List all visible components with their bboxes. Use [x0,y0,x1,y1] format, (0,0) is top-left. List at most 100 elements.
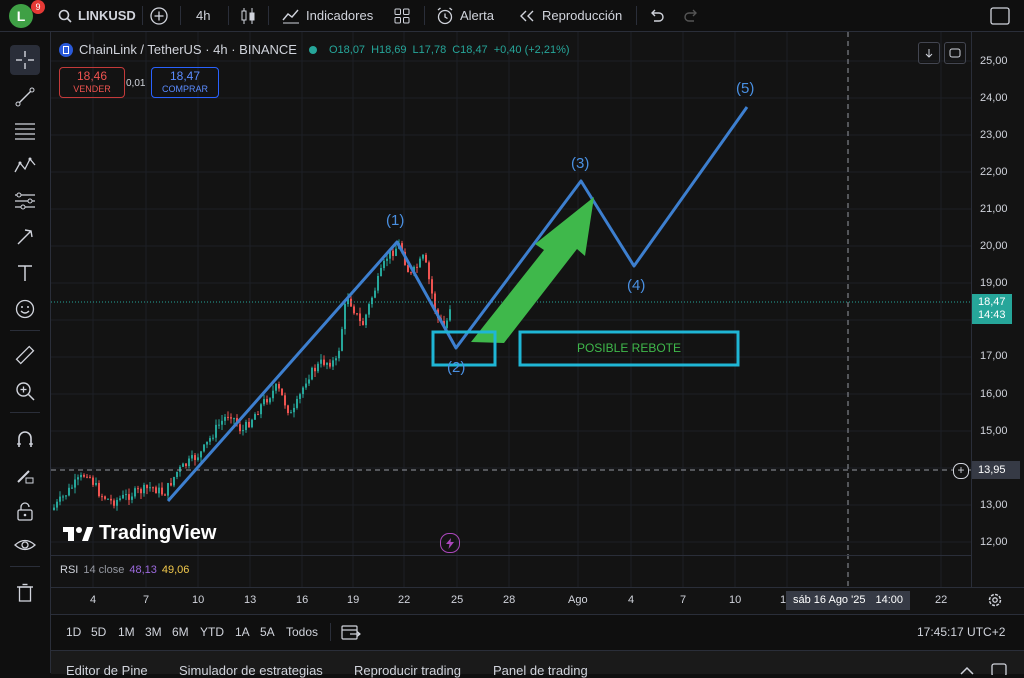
chart-pane[interactable]: (1) (2) (3) (4) (5) POSIBLE REBOTE Chain… [51,32,971,587]
range-all[interactable]: Todos [286,625,319,639]
notification-badge: 9 [31,0,45,14]
collapse-panel-button[interactable] [960,663,974,678]
scroll-to-latest-button[interactable] [918,42,940,64]
candle-body [149,487,151,489]
chart-settings-button[interactable] [987,592,1003,611]
price-label: 22,00 [980,166,1008,178]
price-label: 17,00 [980,350,1008,362]
tab-replay-trading[interactable]: Reproducir trading [354,663,461,678]
hide-tool[interactable] [10,530,40,560]
time-label: 22 [398,594,411,606]
time-label: 13 [244,594,257,606]
indicators-icon [282,9,299,23]
time-label: 25 [451,594,464,606]
symbol-label: LINKUSD [78,8,136,23]
interval-label: 4h [196,8,211,23]
ohlc-high: H18,69 [371,43,407,56]
range-1a[interactable]: 1A [235,625,250,639]
templates-button[interactable] [394,0,410,31]
stay-drawing-tool[interactable] [10,460,40,490]
symbol-search[interactable]: LINKUSD [58,0,136,31]
rsi-params: 14 close [83,564,125,576]
symbol-title[interactable]: ChainLink / TetherUS · 4h · BINANCE [79,42,297,57]
interval-button[interactable]: 4h [196,0,210,31]
buy-button[interactable]: 18,47 COMPRAR [151,67,219,98]
range-5a[interactable]: 5A [260,625,275,639]
time-axis[interactable]: 4 7 10 13 16 19 22 25 28 Ago 4 7 10 1 22… [51,587,1024,614]
maximize-panel-button[interactable] [991,663,1007,678]
candle-body [353,306,355,314]
crosshair-tool[interactable] [10,45,40,75]
candle-body [401,243,403,252]
undo-button[interactable] [648,0,664,31]
zoom-tool[interactable] [10,376,40,406]
range-5d[interactable]: 5D [91,625,107,639]
compare-button[interactable] [150,0,168,31]
time-label: 28 [503,594,516,606]
candle-body [356,313,358,315]
price-label: 13,00 [980,499,1008,511]
add-alert-plus-button[interactable]: + [953,463,969,479]
candle-body [128,494,130,500]
time-label: 4 [628,594,635,606]
range-1m[interactable]: 1M [118,625,135,639]
magnet-tool[interactable] [10,424,40,454]
tab-pine-editor[interactable]: Editor de Pine [66,663,148,678]
replay-label: Reproducción [542,8,623,23]
tab-trading-panel[interactable]: Panel de trading [493,663,588,678]
indicators-button[interactable]: Indicadores [282,0,373,31]
events-button[interactable] [440,533,460,553]
avatar[interactable]: L [9,4,33,28]
candle-body [257,414,259,416]
maximize-pane-button[interactable] [944,42,966,64]
candle-body [218,424,220,426]
candle-body [188,458,190,467]
trendline-tool[interactable] [10,82,40,112]
tab-strategy-tester[interactable]: Simulador de estrategias [179,663,323,678]
fib-tool[interactable] [10,116,40,146]
candle-body [374,290,376,298]
range-ytd[interactable]: YTD [200,625,224,639]
chart-type-button[interactable] [240,0,256,31]
candle-body [377,276,379,291]
sell-button[interactable]: 18,46 VENDER [59,67,125,98]
candle-body [104,496,106,499]
price-chart[interactable] [51,32,971,587]
clock-timezone[interactable]: 17:45:17 UTC+2 [917,625,1006,639]
delete-tool[interactable] [10,578,40,608]
candle-body [230,417,232,419]
pattern-tool[interactable] [10,150,40,180]
candle-body [392,250,394,256]
brush-tool[interactable] [10,222,40,252]
candle-body [380,268,382,277]
range-3m[interactable]: 3M [145,625,162,639]
layout-button[interactable] [990,0,1010,31]
goto-date-button[interactable] [341,623,361,644]
candle-body [263,399,265,405]
zoom-in-icon [16,382,35,401]
rsi-pane-divider[interactable] [51,555,971,556]
range-6m[interactable]: 6M [172,625,189,639]
last-price-value: 18,47 [978,296,1006,308]
price-axis[interactable]: 25,00 24,00 23,00 22,00 21,00 20,00 19,0… [953,32,1024,587]
smiley-icon [15,299,35,319]
lock-tool[interactable] [10,496,40,526]
text-tool[interactable] [10,258,40,288]
crosshair-price-value: 13,95 [978,464,1006,476]
emoji-tool[interactable] [10,294,40,324]
candle-body [56,501,58,508]
range-1d[interactable]: 1D [66,625,82,639]
top-toolbar: L 9 LINKUSD 4h Indicadores Alerta Reprod… [0,0,1024,32]
candle-body [194,455,196,460]
last-price-tag: 18,47 14:43 [972,294,1012,324]
replay-button[interactable]: Reproducción [518,0,622,31]
candle-body [200,451,202,458]
candle-body [182,463,184,467]
alert-button[interactable]: Alerta [436,0,494,31]
forecast-tool[interactable] [10,186,40,216]
lightning-icon [446,537,454,549]
redo-button[interactable] [684,0,700,31]
time-label: 10 [192,594,205,606]
measure-tool[interactable] [10,340,40,370]
pencil-lock-icon [17,470,34,484]
